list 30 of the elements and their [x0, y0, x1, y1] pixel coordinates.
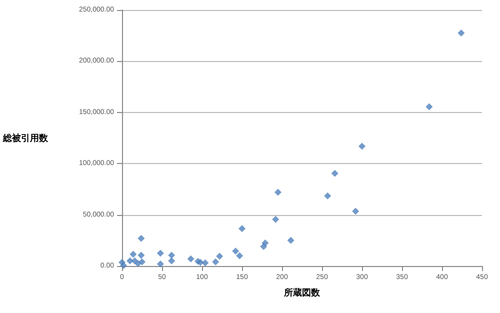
- x-axis-title: 所蔵図数: [283, 288, 321, 298]
- point: [238, 225, 246, 232]
- point: [138, 258, 146, 266]
- point: [120, 262, 128, 269]
- point: [138, 252, 145, 259]
- point: [426, 103, 433, 110]
- point: [138, 234, 145, 242]
- y-axis-title: 総被引用数: [2, 133, 49, 143]
- point: [274, 188, 282, 196]
- point: [196, 258, 204, 266]
- point: [126, 257, 134, 264]
- point: [187, 255, 194, 262]
- point: [168, 252, 176, 259]
- point: [156, 260, 164, 268]
- point: [352, 208, 360, 215]
- point: [156, 250, 164, 257]
- point: [262, 239, 269, 246]
- point: [216, 252, 224, 260]
- point: [458, 30, 465, 37]
- point: [287, 236, 294, 244]
- point: [202, 259, 209, 266]
- point: [331, 170, 338, 177]
- point: [168, 257, 176, 264]
- point: [358, 142, 366, 150]
- point: [272, 216, 280, 223]
- point: [236, 252, 244, 260]
- point: [324, 192, 332, 200]
- point: [232, 248, 240, 255]
- point: [130, 250, 137, 258]
- point: [212, 258, 220, 266]
